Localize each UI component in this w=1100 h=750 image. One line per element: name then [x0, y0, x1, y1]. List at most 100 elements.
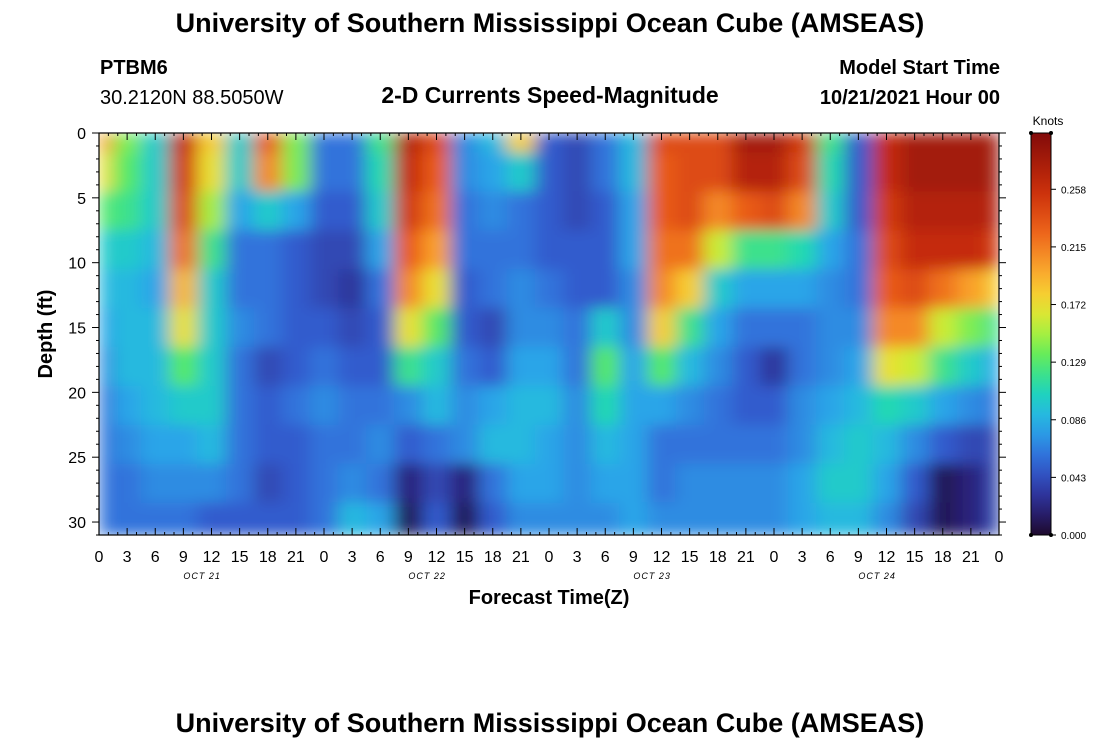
heatmap-cell: [872, 308, 902, 348]
colorbar-end-dot: [1049, 533, 1053, 537]
heatmap-cell: [394, 308, 424, 348]
heatmap-cell: [281, 463, 311, 504]
heatmap-cell: [788, 269, 817, 309]
heatmap-cell: [197, 152, 227, 192]
heatmap-cell: [619, 346, 649, 387]
x-tick-label: 12: [653, 549, 671, 566]
heatmap-cell: [647, 308, 677, 348]
heatmap-cell: [253, 346, 283, 387]
heatmap-cell: [534, 230, 564, 270]
heatmap-cell: [872, 424, 902, 465]
heatmap-cell: [422, 385, 452, 426]
colorbar-tick-label: 0.086: [1061, 416, 1086, 427]
heatmap-cell: [450, 191, 480, 231]
heatmap-cell: [99, 463, 114, 504]
heatmap-cell: [338, 463, 367, 504]
heatmap-cell: [169, 152, 199, 192]
heatmap-cell: [225, 346, 255, 387]
heatmap-cell: [844, 385, 874, 426]
heatmap-cell: [366, 191, 395, 231]
heatmap-cell: [844, 230, 874, 270]
heatmap-cell: [141, 463, 170, 504]
heatmap-cell: [647, 385, 677, 426]
heatmap-cell: [309, 385, 339, 426]
x-tick-label: 0: [320, 549, 329, 566]
heatmap-cell: [113, 308, 142, 348]
x-tick-label: 6: [151, 549, 160, 566]
heatmap-cell: [253, 424, 283, 465]
heatmap-cell: [506, 269, 536, 309]
heatmap-cell: [394, 133, 424, 154]
heatmap-cell: [534, 424, 564, 465]
heatmap-cell: [478, 463, 508, 504]
heatmap-cell: [478, 230, 508, 270]
heatmap-cell: [900, 385, 930, 426]
heatmap-cell: [900, 463, 930, 504]
heatmap-cell: [591, 269, 620, 309]
heatmap-cell: [394, 152, 424, 192]
heatmap-cell: [99, 424, 114, 465]
heatmap-cell: [816, 133, 845, 154]
heatmap-cell: [816, 346, 845, 387]
heatmap-cell: [113, 424, 142, 465]
x-axis: 0 3 6 9 12 15 18 21 0 3 6 9 12 15 18 21 0 3 6 9 12 15 18 21 0 3 6 9…: [95, 133, 1004, 566]
heatmap-cell: [309, 308, 339, 348]
x-tick-label: 15: [456, 549, 474, 566]
x-tick-label: 3: [798, 549, 807, 566]
heatmap-cell: [366, 133, 395, 154]
heatmap-cell: [956, 269, 986, 309]
heatmap-cell: [394, 385, 424, 426]
heatmap-cell: [984, 463, 999, 504]
heatmap-cell: [844, 269, 874, 309]
heatmap-cell: [113, 463, 142, 504]
heatmap-cell: [563, 133, 592, 154]
heatmap-cell: [703, 230, 733, 270]
heatmap-cell: [675, 133, 705, 154]
heatmap-cell: [197, 424, 227, 465]
heatmap-cell: [788, 424, 817, 465]
heatmap-cell: [619, 463, 649, 504]
heatmap-cell: [225, 269, 255, 309]
heatmap-cell: [253, 152, 283, 192]
heatmap-cell: [647, 152, 677, 192]
heatmap-cell: [338, 191, 367, 231]
heatmap-cell: [619, 152, 649, 192]
heatmap-cell: [394, 346, 424, 387]
heatmap-cell: [506, 463, 536, 504]
heatmap-cell: [731, 424, 761, 465]
heatmap-cell: [478, 133, 508, 154]
heatmap-cell: [844, 346, 874, 387]
heatmap-cell: [197, 346, 227, 387]
heatmap-cell: [394, 230, 424, 270]
heatmap-cell: [647, 463, 677, 504]
heatmap-cell: [816, 385, 845, 426]
heatmap-cell: [366, 308, 395, 348]
colorbar-tick-label: 0.172: [1061, 301, 1086, 312]
heatmap-cell: [506, 152, 536, 192]
heatmap-cell: [591, 152, 620, 192]
heatmap-cell: [113, 230, 142, 270]
heatmap-cell: [759, 191, 789, 231]
heatmap-cell: [253, 133, 283, 154]
heatmap-cell: [422, 463, 452, 504]
heatmap-cell: [788, 463, 817, 504]
heatmap-cell: [984, 308, 999, 348]
heatmap-cell: [422, 191, 452, 231]
heatmap-cell: [675, 230, 705, 270]
x-tick-label: 6: [826, 549, 835, 566]
heatmap-cell: [534, 133, 564, 154]
heatmap-cell: [900, 133, 930, 154]
heatmap-cell: [900, 346, 930, 387]
heatmap-cell: [872, 385, 902, 426]
heatmap-cell: [759, 133, 789, 154]
heatmap-cell: [113, 133, 142, 154]
heatmap-cell: [647, 424, 677, 465]
heatmap-cell: [534, 191, 564, 231]
heatmap-cell: [563, 152, 592, 192]
heatmap-cell: [759, 152, 789, 192]
heatmap-cell: [99, 385, 114, 426]
heatmap-cell: [984, 385, 999, 426]
heatmap-cell: [141, 424, 170, 465]
heatmap-cell: [872, 269, 902, 309]
heatmap-cell: [675, 385, 705, 426]
